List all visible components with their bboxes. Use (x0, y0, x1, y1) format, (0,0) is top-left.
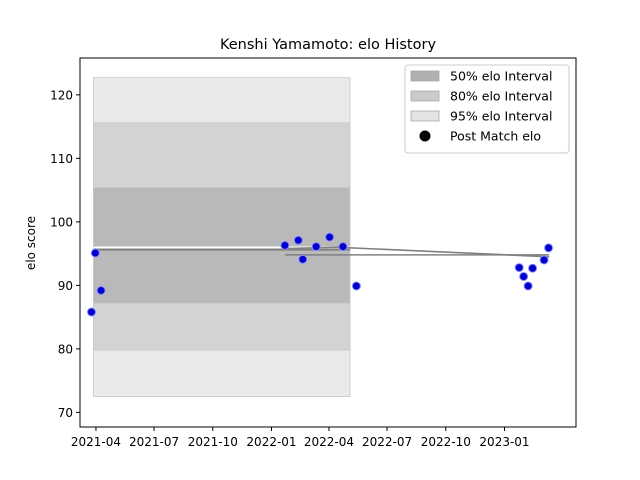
post-match-elo-point (90, 248, 100, 258)
y-tick-label: 100 (50, 215, 73, 229)
y-tick-label: 80 (58, 342, 73, 356)
post-match-elo-point (86, 307, 96, 317)
x-tick-label: 2022-04 (304, 435, 354, 449)
chart-title: Kenshi Yamamoto: elo History (220, 37, 437, 53)
legend-entry-50-label: 50% elo Interval (450, 69, 552, 84)
x-tick-label: 2021-07 (129, 435, 179, 449)
plot-area (86, 77, 554, 397)
post-match-elo-point (523, 281, 533, 291)
axes: 70 80 90 100 110 120 2021-04 2021-07 2021-10 2022… (50, 88, 529, 449)
x-tick-label: 2021-04 (71, 435, 121, 449)
mean-elo-line-3 (284, 246, 550, 258)
post-match-elo-point (298, 254, 308, 264)
x-tick-label: 2023-01 (479, 435, 529, 449)
post-match-elo-point (519, 271, 529, 281)
y-tick-label: 90 (58, 279, 73, 293)
post-match-elo-point (539, 255, 549, 265)
x-tick-label: 2022-10 (421, 435, 471, 449)
legend-entry-post-match-marker (419, 130, 431, 142)
y-tick-label: 110 (50, 152, 73, 166)
y-tick-label: 120 (50, 88, 73, 102)
post-match-elo-point (351, 281, 361, 291)
post-match-elo-point (96, 285, 106, 295)
legend-entry-post-match-label: Post Match elo (450, 129, 541, 144)
post-match-elo-point (528, 263, 538, 273)
legend-entry-50-swatch (410, 70, 440, 82)
y-tick-label: 70 (58, 406, 73, 420)
y-axis-label: elo score (24, 216, 38, 270)
post-match-elo-point (544, 243, 554, 253)
post-match-elo-point (325, 232, 335, 242)
post-match-elo-point (514, 263, 524, 273)
post-match-elo-point (293, 235, 303, 245)
legend-entry-95-swatch (410, 110, 440, 122)
legend: 50% elo Interval 80% elo Interval 95% elo … (404, 64, 570, 154)
x-tick-label: 2021-10 (188, 435, 238, 449)
post-match-elo-point (311, 242, 321, 252)
interval-band-50 (93, 187, 351, 304)
legend-entry-80-swatch (410, 90, 440, 102)
x-tick-label: 2022-01 (246, 435, 296, 449)
legend-entry-95-label: 95% elo Interval (450, 109, 552, 124)
legend-entry-80-label: 80% elo Interval (450, 89, 552, 104)
x-tick-label: 2022-07 (362, 435, 412, 449)
plot-frame (79, 57, 577, 428)
legend-box (404, 64, 570, 154)
post-match-elo-point (338, 242, 348, 252)
post-match-elo-point (280, 240, 290, 250)
